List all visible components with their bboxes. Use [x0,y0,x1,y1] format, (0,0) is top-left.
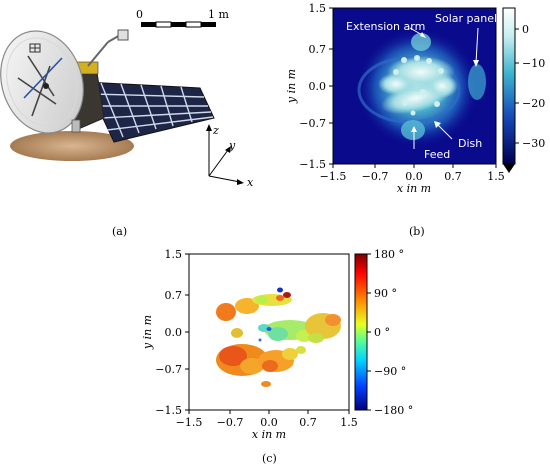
colorbar-b-tick-0: 0 [522,23,529,36]
scale-bar: 0 1 m [136,8,229,28]
panel-b: Extension arm Solar panel Dish Feed −1.5… [285,2,545,238]
xlabel-c: x in m [252,428,286,441]
axis-y-label: y [228,139,236,152]
feed [71,119,81,133]
extension-arm [87,29,129,67]
xtick-c-4: 1.5 [340,416,358,429]
xtick-b-0: −1.5 [320,170,347,183]
xtick-b-2: 0.0 [405,170,423,183]
ytick-c-2: 0.0 [165,326,183,339]
xtick-c-0: −1.5 [176,416,203,429]
colorbar-b-tick-2: −20 [522,97,545,110]
colorbar-c-tick-2: 0 ° [374,326,390,339]
caption-b: (b) [409,225,425,238]
phase-map [216,287,341,387]
colorbar-c [354,253,368,411]
colorbar-b [502,7,516,165]
xlabel-b: x in m [397,182,431,195]
xtick-b-3: 0.7 [444,170,462,183]
coordinate-axes [206,124,244,185]
panel-a: 0 1 m z y x (a) [0,8,254,238]
axis-z-label: z [212,124,219,137]
colorbar-b-tick-3: −30 [522,137,545,150]
ytick-c-1: 0.7 [165,289,183,302]
ytick-c-4: −1.5 [155,404,182,417]
ytick-b-1: 0.7 [309,43,327,56]
ytick-b-2: 0.0 [309,80,327,93]
colorbar-c-tick-1: 90 ° [374,287,397,300]
satellite-photo [0,29,215,161]
xtick-b-4: 1.5 [487,170,505,183]
annotation-extension-arm: Extension arm [346,20,425,33]
caption-a: (a) [112,225,127,238]
solar-panel [85,81,215,143]
dish [0,30,84,134]
ytick-b-4: −1.5 [299,158,326,171]
colorbar-c-tick-3: −90 ° [374,365,406,378]
colorbar-b-extend-arrow [503,164,515,173]
heatmap-image [356,28,486,148]
ytick-c-0: 1.5 [165,248,183,261]
annotation-dish: Dish [458,137,482,150]
axis-x-label: x [247,176,254,189]
xtick-b-1: −0.7 [362,170,389,183]
scale-bar-end: 1 m [208,8,229,21]
ytick-b-3: −0.7 [299,117,326,130]
ylabel-c: y in m [141,315,154,350]
xtick-c-2: 0.0 [260,416,278,429]
colorbar-c-tick-0: 180 ° [374,248,404,261]
turntable-base [10,131,134,161]
scale-bar-start: 0 [136,8,143,21]
panel-c: −1.5 −0.7 0.0 0.7 1.5 1.5 0.7 0.0 −0.7 −… [141,248,413,465]
annotation-solar-panel: Solar panel [435,12,497,25]
ytick-b-0: 1.5 [309,2,327,15]
xtick-c-1: −0.7 [217,416,244,429]
caption-c: (c) [262,452,277,465]
xtick-c-3: 0.7 [299,416,317,429]
colorbar-b-tick-1: −10 [522,57,545,70]
annotation-feed: Feed [424,148,450,161]
colorbar-c-tick-4: −180 ° [374,404,413,417]
ytick-c-3: −0.7 [155,363,182,376]
dlr-logo [29,43,41,53]
ylabel-b: y in m [285,69,298,104]
